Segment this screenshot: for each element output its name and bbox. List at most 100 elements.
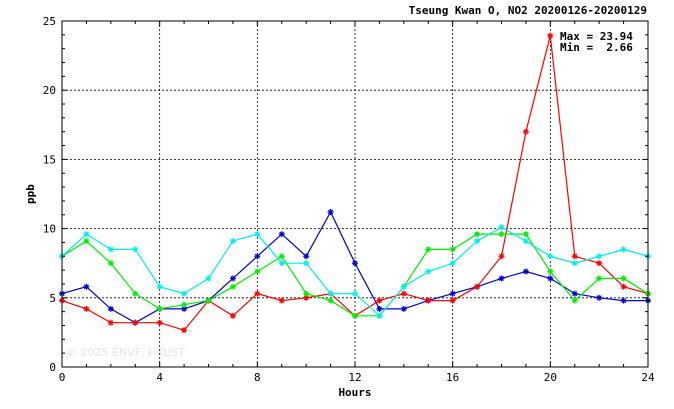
data-point xyxy=(449,290,456,297)
data-point xyxy=(181,327,188,334)
data-point xyxy=(278,231,285,238)
data-point xyxy=(83,305,90,312)
data-point xyxy=(571,253,578,260)
data-point xyxy=(132,246,139,253)
axis-ticks: 0 4 8 12 16 20 24 0 5 10 15 20 25 xyxy=(43,15,655,384)
y-tick-label: 25 xyxy=(43,15,56,28)
series-group xyxy=(59,32,651,334)
data-point xyxy=(229,275,236,282)
data-point xyxy=(327,208,334,215)
data-point xyxy=(547,32,554,39)
data-point xyxy=(620,275,627,282)
data-point xyxy=(425,297,432,304)
chart-title: Tseung Kwan O, NO2 20200126-20200129 xyxy=(409,4,647,17)
data-point xyxy=(400,283,407,290)
data-point xyxy=(303,260,310,267)
x-tick-label: 0 xyxy=(59,371,66,384)
data-point xyxy=(425,246,432,253)
data-point xyxy=(376,312,383,319)
data-point xyxy=(522,238,529,245)
series-3 xyxy=(59,224,651,319)
data-point xyxy=(376,297,383,304)
data-point xyxy=(205,297,212,304)
data-point xyxy=(278,253,285,260)
grid xyxy=(62,21,648,367)
data-point xyxy=(156,283,163,290)
data-point xyxy=(400,290,407,297)
data-point xyxy=(278,297,285,304)
data-point xyxy=(400,305,407,312)
data-point xyxy=(571,260,578,267)
x-tick-label: 12 xyxy=(348,371,361,384)
min-annotation: Min = 2.66 xyxy=(560,41,633,54)
data-point xyxy=(449,246,456,253)
data-point xyxy=(596,253,603,260)
data-point xyxy=(229,238,236,245)
data-point xyxy=(327,290,334,297)
max-annotation: Max = 23.94 xyxy=(560,30,633,43)
data-point xyxy=(498,224,505,231)
data-point xyxy=(83,231,90,238)
data-point xyxy=(254,268,261,275)
data-point xyxy=(181,290,188,297)
data-point xyxy=(449,297,456,304)
y-tick-label: 5 xyxy=(49,292,56,305)
data-point xyxy=(547,268,554,275)
x-tick-label: 16 xyxy=(446,371,459,384)
data-point xyxy=(571,297,578,304)
data-point xyxy=(522,231,529,238)
data-point xyxy=(181,301,188,308)
data-point xyxy=(107,246,114,253)
data-point xyxy=(83,238,90,245)
data-point xyxy=(229,283,236,290)
data-point xyxy=(474,283,481,290)
data-point xyxy=(474,231,481,238)
data-point xyxy=(547,275,554,282)
data-point xyxy=(498,231,505,238)
y-tick-label: 0 xyxy=(49,361,56,374)
x-tick-label: 8 xyxy=(254,371,261,384)
data-point xyxy=(425,268,432,275)
y-tick-label: 15 xyxy=(43,153,56,166)
data-point xyxy=(83,283,90,290)
data-point xyxy=(596,294,603,301)
data-point xyxy=(474,238,481,245)
data-point xyxy=(156,305,163,312)
data-point xyxy=(620,246,627,253)
data-point xyxy=(303,253,310,260)
x-tick-label: 24 xyxy=(641,371,655,384)
data-point xyxy=(449,260,456,267)
data-point xyxy=(352,290,358,297)
data-point xyxy=(376,305,383,312)
data-point xyxy=(596,275,603,282)
data-point xyxy=(522,128,529,135)
data-point xyxy=(107,260,114,267)
watermark: © 2025 ENVF, HKUST xyxy=(66,346,185,359)
y-axis-label: ppb xyxy=(24,184,37,204)
data-point xyxy=(547,253,554,260)
data-point xyxy=(254,253,261,260)
y-tick-label: 10 xyxy=(43,223,56,236)
data-point xyxy=(107,305,114,312)
data-point xyxy=(498,253,505,260)
y-tick-label: 20 xyxy=(43,84,56,97)
data-point xyxy=(571,290,578,297)
data-point xyxy=(522,268,529,275)
data-point xyxy=(132,319,139,326)
data-point xyxy=(620,297,627,304)
data-point xyxy=(229,312,236,319)
data-point xyxy=(278,260,285,267)
data-point xyxy=(132,290,139,297)
data-point xyxy=(254,290,261,297)
x-tick-label: 4 xyxy=(156,371,163,384)
data-point xyxy=(205,275,212,282)
data-point xyxy=(620,283,627,290)
data-point xyxy=(596,260,603,267)
data-point xyxy=(107,319,114,326)
data-point xyxy=(156,319,163,326)
data-point xyxy=(303,290,310,297)
data-point xyxy=(254,231,261,238)
data-point xyxy=(352,312,358,319)
data-point xyxy=(352,260,358,267)
